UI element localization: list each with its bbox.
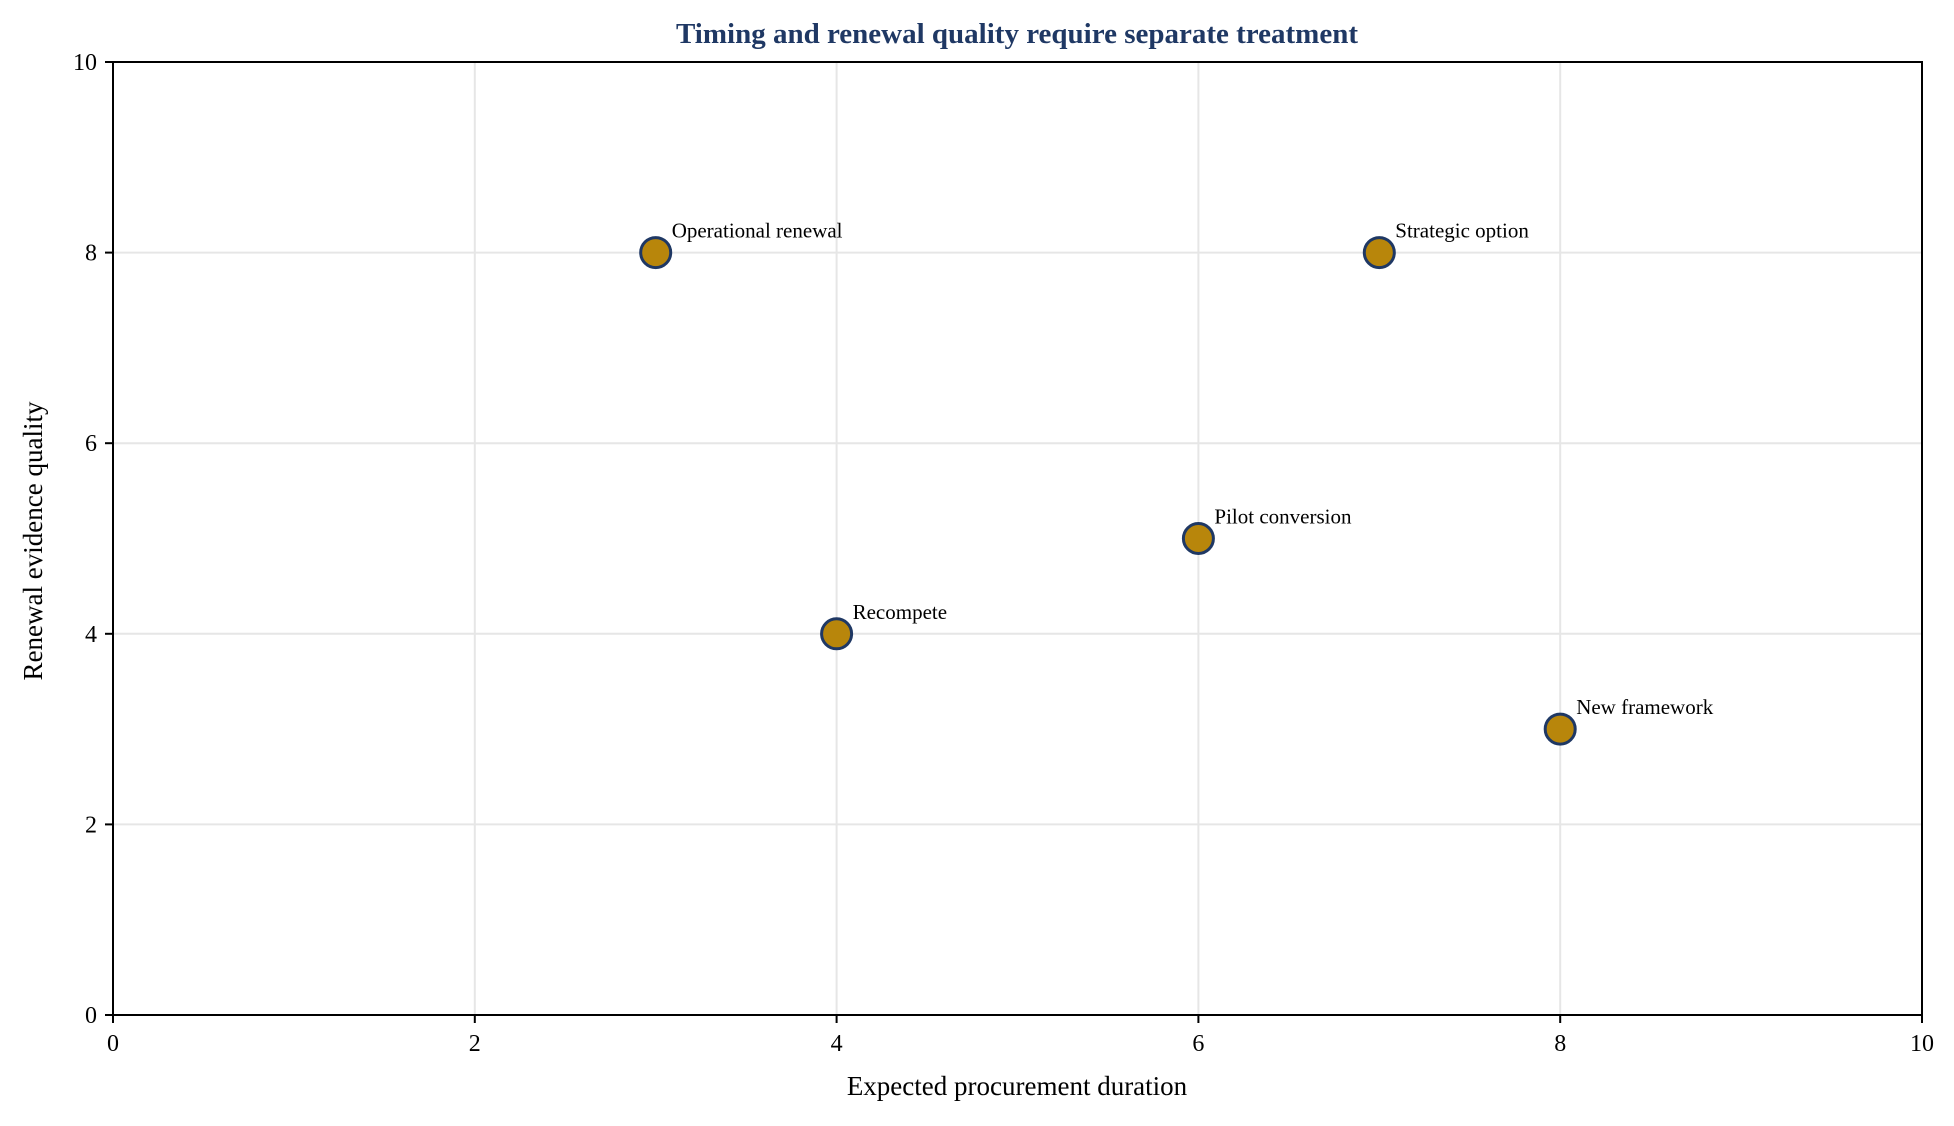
x-tick-label: 0 bbox=[107, 1031, 119, 1057]
data-point-label: Strategic option bbox=[1395, 219, 1529, 243]
data-point bbox=[1181, 522, 1215, 555]
chart-title: Timing and renewal quality require separ… bbox=[676, 18, 1358, 50]
x-tick-label: 10 bbox=[1910, 1031, 1934, 1057]
x-tick-label: 6 bbox=[1192, 1031, 1204, 1057]
data-point bbox=[1543, 712, 1577, 746]
grid-layer bbox=[112, 61, 1923, 1016]
x-axis-label: Expected procurement duration bbox=[847, 1071, 1188, 1101]
y-tick-label: 10 bbox=[73, 50, 97, 76]
y-tick-label: 2 bbox=[85, 812, 97, 838]
data-point-label: Recompete bbox=[853, 600, 947, 624]
data-point-label: Operational renewal bbox=[672, 219, 843, 243]
x-tick-label: 4 bbox=[831, 1031, 843, 1057]
y-axis-label: Renewal evidence quality bbox=[18, 401, 48, 680]
y-tick-label: 6 bbox=[85, 431, 97, 457]
y-tick-label: 4 bbox=[85, 622, 97, 648]
data-point-label: Pilot conversion bbox=[1214, 505, 1352, 529]
point-layer: Operational renewal Strategic option Pilot… bbox=[639, 219, 1714, 746]
x-tick-label: 8 bbox=[1554, 1031, 1566, 1057]
data-point bbox=[639, 236, 673, 270]
y-tick-label: 8 bbox=[85, 241, 97, 267]
data-point-label: New framework bbox=[1576, 695, 1714, 719]
x-tick-label: 2 bbox=[469, 1031, 481, 1057]
y-tick-label: 0 bbox=[85, 1003, 97, 1029]
data-point bbox=[820, 617, 854, 651]
tick-layer: 0 2 4 6 8 10 0 2 4 6 8 10 bbox=[73, 50, 1934, 1057]
data-point bbox=[1362, 236, 1396, 270]
plot-frame bbox=[112, 61, 1923, 1016]
